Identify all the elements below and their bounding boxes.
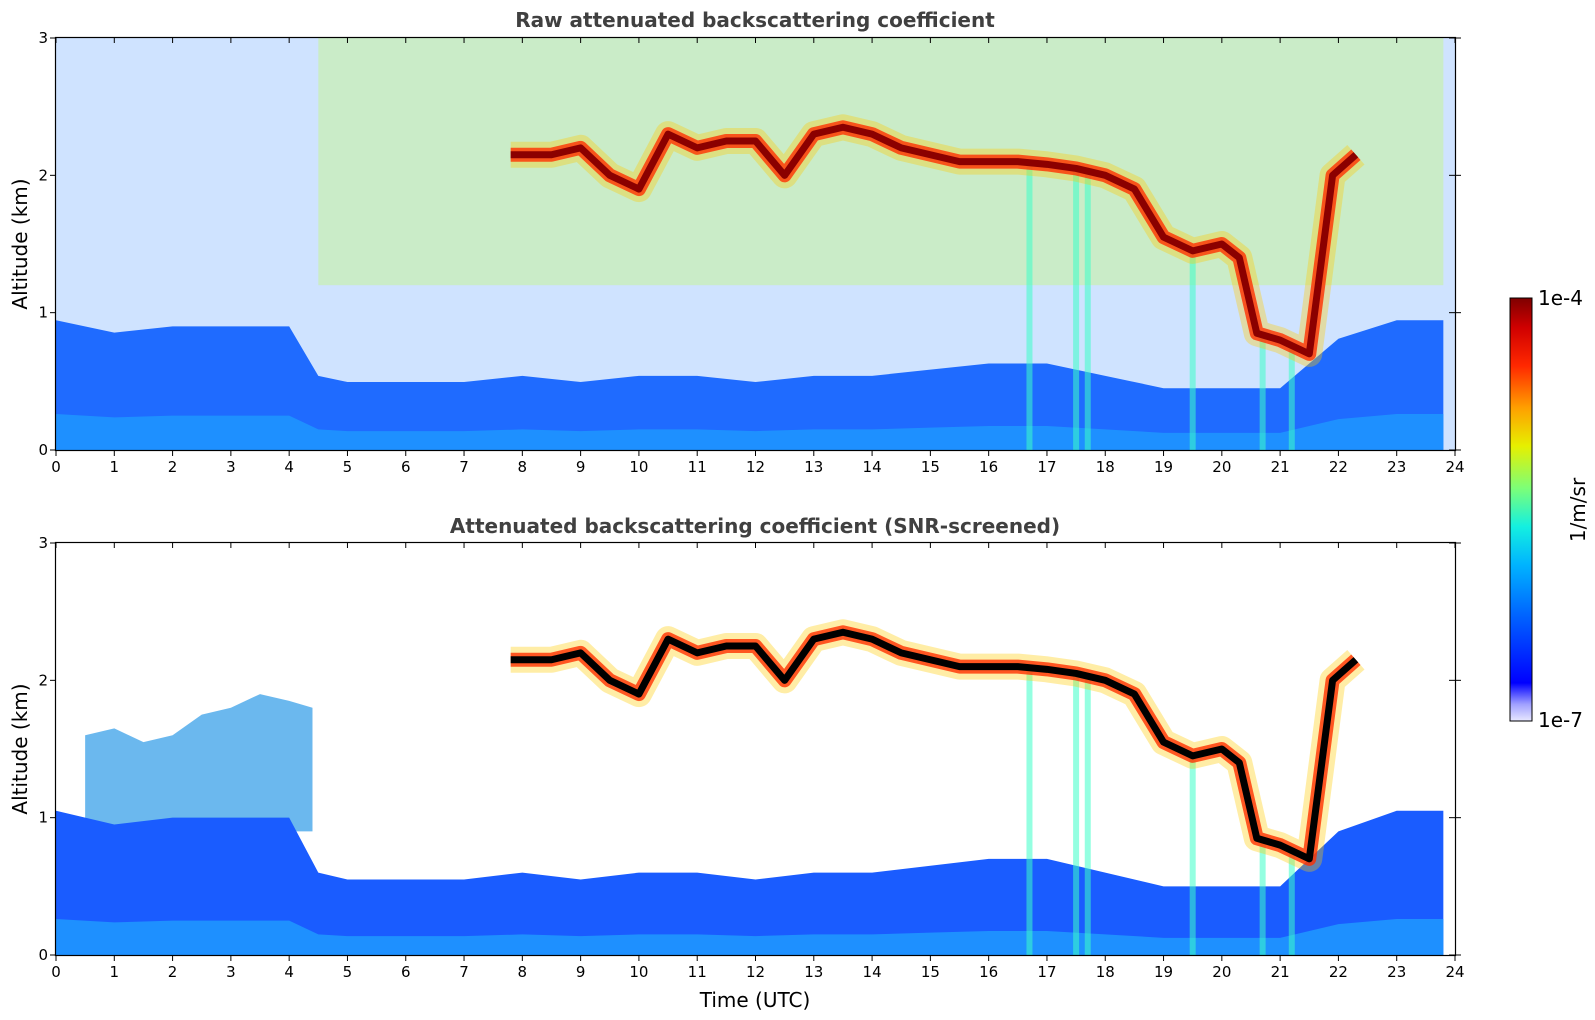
boundary-layer [56, 810, 1444, 955]
top-heatmap [56, 38, 1455, 450]
y-tick-label: 2 [38, 166, 48, 184]
x-tick-label: 8 [518, 963, 528, 981]
colorbar-label: 1/m/sr [1566, 477, 1590, 542]
fall-streak [1259, 333, 1266, 450]
fall-streak [1288, 852, 1295, 955]
x-tick-label: 20 [1212, 458, 1231, 476]
x-tick-label: 3 [226, 458, 236, 476]
fall-streak [1073, 168, 1080, 450]
fall-streak [1026, 161, 1033, 450]
fall-streak [1259, 838, 1266, 955]
x-tick-label: 8 [518, 458, 528, 476]
x-tick-label: 12 [746, 458, 765, 476]
y-tick-label: 0 [38, 946, 48, 964]
x-tick-label: 12 [746, 963, 765, 981]
x-tick-label: 3 [226, 963, 236, 981]
y-tick-label: 1 [38, 809, 48, 827]
x-axis-label: Time (UTC) [699, 988, 811, 1012]
y-tick-label: 2 [38, 671, 48, 689]
x-tick-label: 14 [863, 458, 882, 476]
top-y-axis-label: Altitude (km) [8, 178, 32, 309]
x-tick-label: 11 [688, 458, 707, 476]
fall-streak [1189, 755, 1196, 955]
cloud-core [510, 628, 1359, 863]
fall-streak [1084, 168, 1091, 450]
top-cloud-layer [510, 114, 1365, 367]
x-tick-label: 9 [576, 963, 586, 981]
x-tick-label: 24 [1445, 963, 1464, 981]
daytime-noise [318, 38, 1444, 286]
top-heatmap-layers [56, 38, 1455, 450]
x-tick-label: 19 [1154, 458, 1173, 476]
fall-streak [1073, 673, 1080, 955]
x-tick-label: 4 [284, 458, 294, 476]
x-tick-label: 4 [284, 963, 294, 981]
x-tick-label: 21 [1271, 458, 1290, 476]
y-tick-label: 3 [38, 534, 48, 552]
x-tick-label: 7 [459, 963, 469, 981]
x-tick-label: 15 [921, 963, 940, 981]
bottom-panel-title: Attenuated backscattering coefficient (S… [450, 514, 1060, 538]
x-tick-label: 7 [459, 458, 469, 476]
x-tick-label: 2 [168, 963, 178, 981]
bottom-cloud-layer [510, 619, 1365, 872]
surface-layer [56, 918, 1444, 955]
x-tick-label: 1 [110, 963, 120, 981]
y-tick-label: 3 [38, 29, 48, 47]
x-tick-label: 23 [1387, 963, 1406, 981]
x-tick-label: 19 [1154, 963, 1173, 981]
x-tick-label: 22 [1329, 963, 1348, 981]
x-tick-label: 0 [51, 458, 61, 476]
x-tick-label: 2 [168, 458, 178, 476]
x-tick-label: 10 [629, 963, 648, 981]
colorbar-min-label: 1e-7 [1538, 708, 1583, 732]
x-tick-label: 0 [51, 963, 61, 981]
bottom-y-axis-label: Altitude (km) [8, 683, 32, 814]
top-y-ticks: 0 1 2 3 [38, 29, 1461, 459]
bottom-heatmap-layers [56, 543, 1455, 955]
colorbar [1509, 297, 1533, 722]
fall-streak [1084, 673, 1091, 955]
x-tick-label: 17 [1037, 963, 1056, 981]
x-tick-label: 18 [1096, 458, 1115, 476]
x-tick-label: 10 [629, 458, 648, 476]
x-tick-label: 24 [1445, 458, 1464, 476]
bottom-x-ticks: 0 1 2 3 4 5 6 7 8 9 10 11 12 13 14 15 16 17 18 19 20 21 22 23 24 [51, 543, 1465, 981]
x-tick-label: 21 [1271, 963, 1290, 981]
x-tick-label: 9 [576, 458, 586, 476]
x-tick-label: 13 [804, 963, 823, 981]
x-tick-label: 22 [1329, 458, 1348, 476]
y-tick-label: 0 [38, 441, 48, 459]
cloud-core [510, 123, 1359, 358]
x-tick-label: 6 [401, 963, 411, 981]
fall-streak [1026, 666, 1033, 955]
x-tick-label: 5 [343, 963, 353, 981]
x-tick-label: 14 [863, 963, 882, 981]
x-tick-label: 16 [979, 963, 998, 981]
boundary-layer [56, 320, 1444, 450]
surface-layer [56, 413, 1444, 450]
x-tick-label: 17 [1037, 458, 1056, 476]
x-tick-label: 15 [921, 458, 940, 476]
x-tick-label: 16 [979, 458, 998, 476]
x-tick-label: 6 [401, 458, 411, 476]
top-panel-title: Raw attenuated backscattering coefficien… [515, 8, 995, 32]
x-tick-label: 23 [1387, 458, 1406, 476]
x-tick-label: 5 [343, 458, 353, 476]
fall-streak [1189, 250, 1196, 450]
top-x-ticks: 0 1 2 3 4 5 6 7 8 9 10 11 12 13 14 15 16 17 18 19 20 21 22 23 24 [51, 38, 1465, 476]
bottom-y-ticks: 0 1 2 3 [38, 534, 1461, 964]
bottom-heatmap [56, 543, 1455, 955]
x-tick-label: 1 [110, 458, 120, 476]
aerosol-layer [85, 694, 313, 832]
y-tick-label: 1 [38, 304, 48, 322]
x-tick-label: 13 [804, 458, 823, 476]
x-tick-label: 20 [1212, 963, 1231, 981]
fall-streak [1288, 347, 1295, 450]
x-tick-label: 18 [1096, 963, 1115, 981]
x-tick-label: 11 [688, 963, 707, 981]
colorbar-max-label: 1e-4 [1538, 286, 1583, 310]
